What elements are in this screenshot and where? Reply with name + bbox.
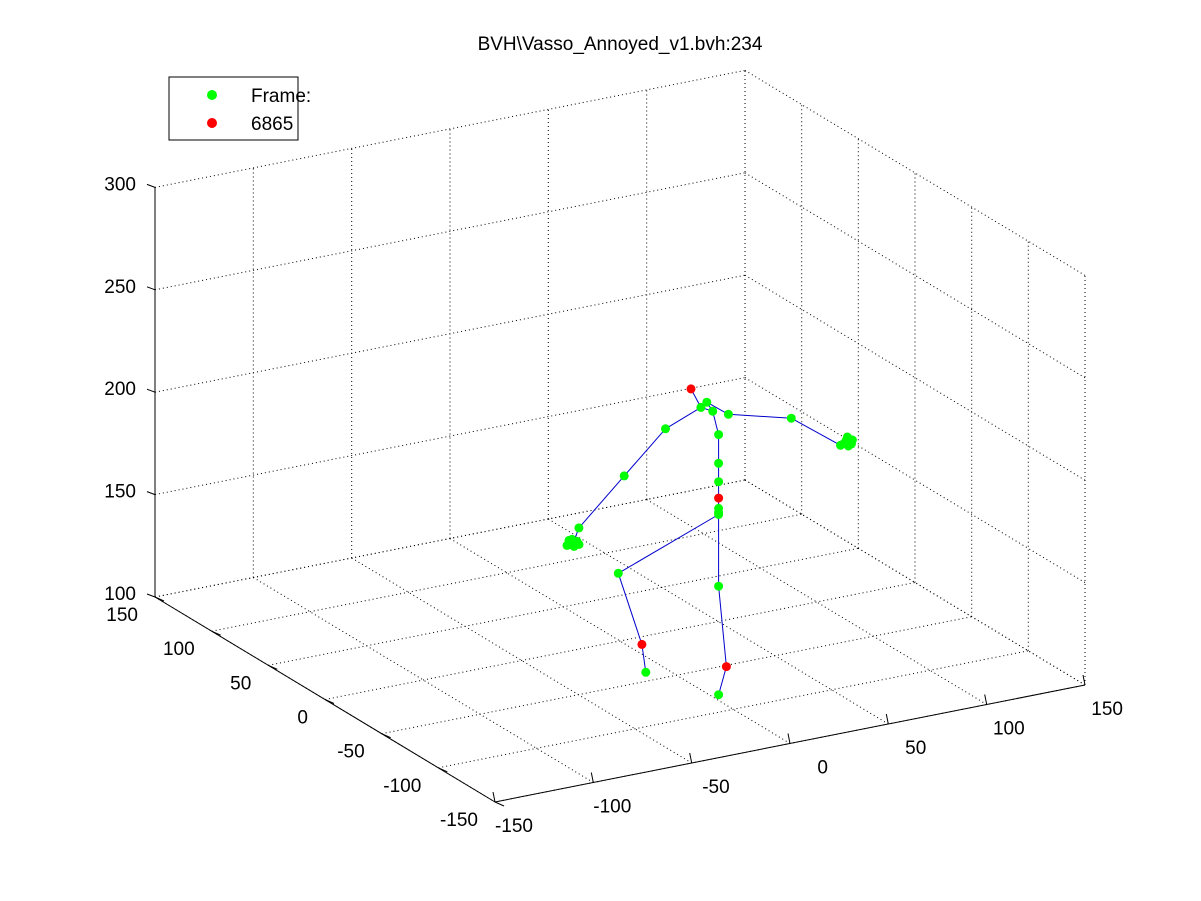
grid-line-backwall-z [154,172,746,291]
joint-point-l_knee [714,581,724,591]
bone-r_elbow-r_wrist [578,475,625,529]
bone-r_knee-r_ankle [641,644,647,673]
bone-r_upleg-r_knee [617,573,643,645]
y-tick-mark [381,733,391,739]
y-tick-mark [438,767,448,773]
grid-line-backwall-z [154,377,746,496]
bone-l_ankle-l_toe [718,666,727,695]
x-tick-mark [1082,674,1086,686]
y-tick-mark [494,801,505,807]
x-tick-label: 0 [817,758,828,779]
joint-point-l_elbow [786,413,796,423]
z-tick-mark [146,593,156,598]
joint-point-r_upleg [613,568,623,578]
legend-marker-frame [207,90,217,100]
z-tick-mark [146,491,156,496]
legend-box [168,76,299,141]
joint-point-head [696,402,706,412]
grid-line-floor-y [438,650,1029,769]
z-tick-label: 150 [104,482,136,503]
x-tick-mark [787,733,791,744]
legend-label-number: 6865 [251,114,293,135]
grid-lines [154,69,1086,803]
grid-line-floor-y [268,547,859,666]
legend-label-frame: Frame: [251,86,311,107]
bone-head-r_shoulder [665,406,702,430]
z-tick-label: 100 [104,584,136,605]
skeleton-joints [562,384,857,700]
joint-point-r_wrist [574,523,584,533]
end-site-point-r_knee [637,639,647,649]
joint-point-neck [708,406,718,416]
joint-point-spine2 [714,458,724,468]
z-tick-label: 250 [104,277,136,298]
y-tick-mark [211,630,221,636]
x-tick-mark [984,694,988,705]
z-tick-mark [146,183,156,188]
y-tick-label: -50 [337,742,364,763]
finger-joint-point [846,439,856,449]
end-site-point-head_top [686,384,696,394]
x-tick-label: 150 [1091,699,1123,720]
joint-point-l_shoulder [723,409,733,419]
finger-joint-point [842,432,852,442]
z-tick-label: 200 [104,379,136,400]
joint-point-r_shoulder [661,424,670,434]
x-tick-mark [492,791,496,803]
grid-line-backwall-z [154,69,746,188]
chart-title: BVH\Vasso_Annoyed_v1.bvh:234 [478,34,763,55]
bone-r_hip-r_upleg [618,514,719,574]
y-tick-label: 0 [297,708,308,729]
joint-point-l_toe [714,690,724,700]
y-tick-label: -100 [383,776,421,797]
y-tick-label: 50 [230,673,251,694]
joint-point-neck_r [702,397,712,407]
y-tick-mark [324,699,335,704]
tick-labels: -150-100-50050100150-150-100-50050100150… [104,174,1123,837]
grid-line-floor-y [324,582,916,700]
y-tick-label: -150 [440,810,478,831]
x-tick-mark [590,772,594,783]
bone-l_shoulder-l_elbow [728,413,792,419]
grid-line-floor-y [381,616,972,735]
x-tick-label: -150 [495,816,533,837]
x-tick-label: 50 [905,738,926,759]
end-site-point-l_ankle [721,662,731,672]
joint-point-r_elbow [619,471,629,481]
x-tick-mark [885,713,889,725]
bone-l_knee-l_ankle [718,586,727,667]
y-tick-label: 100 [163,639,195,660]
z-tick-mark [146,388,156,393]
x-tick-label: 100 [993,719,1025,740]
grid-line-backwall-z [154,274,746,393]
z-tick-mark [146,286,156,291]
bone-l_elbow-l_wrist [791,417,841,446]
joint-point-spine1 [714,477,724,487]
legend-marker-number [207,118,217,128]
joint-point-r_hip [714,510,724,519]
end-site-point-spine [714,493,724,503]
finger-joint-point [569,541,579,551]
grid-line-floor-y [211,513,802,632]
joint-point-spine3 [714,430,724,440]
grid-line-backwall-z [154,479,746,598]
x-tick-mark [689,752,693,764]
finger-joint-point [564,535,574,545]
x-tick-label: -100 [593,797,631,818]
x-tick-label: -50 [702,777,729,798]
y-tick-mark [268,664,278,670]
y-tick-mark [154,596,165,602]
bone-r_shoulder-r_elbow [623,428,666,477]
y-tick-label: 150 [106,605,138,626]
z-tick-label: 300 [104,174,136,195]
legend: Frame: 6865 [168,76,311,141]
axes-lines [146,183,1086,807]
joint-point-r_ankle [641,667,651,677]
